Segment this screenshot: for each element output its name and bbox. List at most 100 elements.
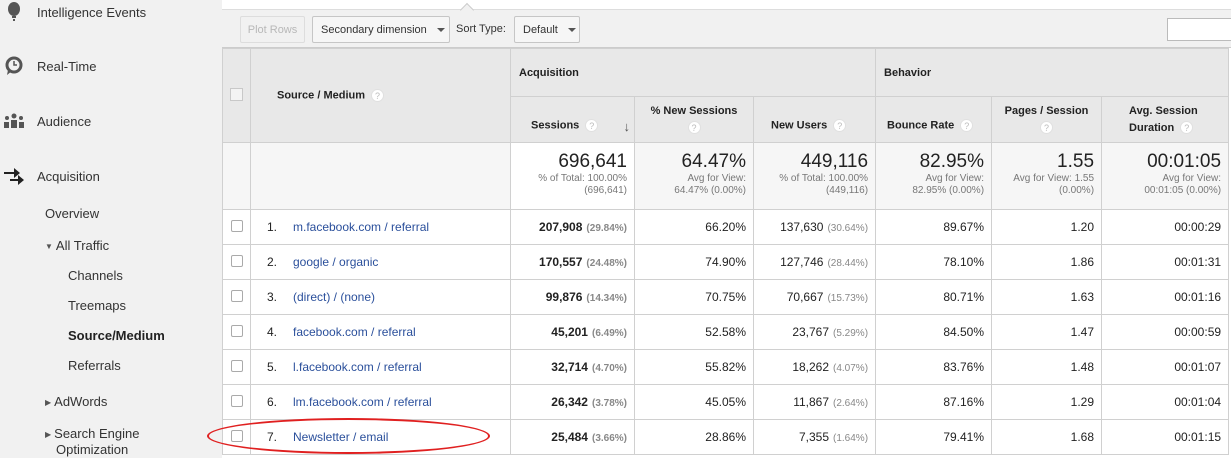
bounce-rate-value: 78.10% bbox=[875, 244, 993, 280]
group-behavior: Behavior bbox=[875, 48, 1230, 97]
new-sessions-value: 45.05% bbox=[634, 384, 754, 420]
pages-session-value: 1.29 bbox=[991, 384, 1103, 420]
sessions-percent: (3.78%) bbox=[591, 398, 627, 409]
triangle-right-icon: ▶ bbox=[45, 430, 52, 440]
col-new-sessions[interactable]: % New Sessions? bbox=[634, 96, 754, 143]
secondary-dimension-dropdown[interactable]: Secondary dimension bbox=[312, 16, 450, 43]
lightbulb-icon bbox=[2, 0, 26, 24]
new-users-value: 18,262 bbox=[792, 360, 830, 374]
source-medium-link[interactable]: (direct) / (none) bbox=[293, 290, 376, 304]
new-users-percent: (5.29%) bbox=[833, 328, 869, 339]
source-medium-link[interactable]: facebook.com / referral bbox=[293, 325, 416, 339]
row-index: 3. bbox=[267, 290, 278, 304]
pages-session-value: 1.48 bbox=[991, 349, 1103, 385]
col-avg-session-duration[interactable]: Avg. Session Duration? bbox=[1101, 96, 1230, 143]
pages-session-value: 1.68 bbox=[991, 419, 1103, 455]
row-checkbox[interactable] bbox=[230, 219, 243, 232]
nav-adwords[interactable]: ▶ AdWords bbox=[45, 394, 108, 409]
help-icon[interactable]: ? bbox=[585, 119, 599, 132]
pages-session-value: 1.47 bbox=[991, 314, 1103, 350]
row-checkbox[interactable] bbox=[230, 254, 243, 267]
people-icon bbox=[2, 109, 26, 133]
dimension-header[interactable]: Source / Medium? bbox=[250, 48, 511, 143]
col-sessions[interactable]: Sessions? ↓ bbox=[510, 96, 635, 143]
triangle-down-icon: ▼ bbox=[45, 242, 53, 252]
table-toolbar: Plot Rows Secondary dimension Sort Type:… bbox=[222, 10, 1231, 48]
arrows-icon bbox=[2, 164, 26, 188]
total-new-sessions: 64.47% Avg for View: 64.47% (0.00%) bbox=[634, 142, 754, 210]
row-checkbox[interactable] bbox=[230, 394, 243, 407]
row-checkbox[interactable] bbox=[230, 289, 243, 302]
new-sessions-value: 70.75% bbox=[634, 279, 754, 315]
new-users-value: 127,746 bbox=[780, 255, 824, 269]
nav-treemaps[interactable]: Treemaps bbox=[68, 298, 127, 313]
new-users-percent: (2.64%) bbox=[833, 398, 869, 409]
table-row: 7. Newsletter / email 25,484 (3.66%) 28.86… bbox=[222, 419, 1230, 455]
col-new-users[interactable]: New Users? bbox=[752, 96, 877, 143]
help-icon[interactable]: ? bbox=[960, 119, 974, 132]
new-users-value: 7,355 bbox=[798, 430, 830, 444]
row-index: 7. bbox=[267, 430, 278, 444]
bounce-rate-value: 84.50% bbox=[875, 314, 993, 350]
select-all-cell bbox=[222, 48, 251, 143]
nav-referrals[interactable]: Referrals bbox=[68, 358, 121, 373]
group-acquisition: Acquisition bbox=[509, 48, 877, 97]
total-new-users: 449,116% of Total: 100.00% (449,116) bbox=[752, 142, 877, 210]
bounce-rate-value: 89.67% bbox=[875, 209, 993, 245]
new-sessions-value: 66.20% bbox=[634, 209, 754, 245]
table-row: 3. (direct) / (none) 99,876 (14.34%) 70.75… bbox=[222, 279, 1230, 315]
source-medium-link[interactable]: l.facebook.com / referral bbox=[293, 360, 422, 374]
sessions-value: 170,557 bbox=[539, 255, 583, 269]
sort-type-label: Sort Type: bbox=[456, 23, 506, 35]
table-row: 5. l.facebook.com / referral 32,714 (4.70%… bbox=[222, 349, 1230, 385]
help-icon[interactable]: ? bbox=[687, 121, 701, 135]
col-bounce-rate[interactable]: Bounce Rate? bbox=[875, 96, 993, 143]
source-medium-link[interactable]: m.facebook.com / referral bbox=[293, 220, 430, 234]
pages-session-value: 1.20 bbox=[991, 209, 1103, 245]
triangle-right-icon: ▶ bbox=[45, 398, 52, 408]
total-avg-duration: 00:01:05 Avg for View: 00:01:05 (0.00%) bbox=[1101, 142, 1230, 210]
pages-session-value: 1.86 bbox=[991, 244, 1103, 280]
report-main: Plot Rows Secondary dimension Sort Type:… bbox=[207, 0, 1231, 458]
table-row: 6. lm.facebook.com / referral 26,342 (3.78… bbox=[222, 384, 1230, 420]
source-medium-link[interactable]: lm.facebook.com / referral bbox=[293, 395, 432, 409]
new-users-percent: (15.73%) bbox=[827, 293, 869, 304]
nav-channels[interactable]: Channels bbox=[68, 268, 123, 283]
avg-duration-value: 00:01:04 bbox=[1101, 384, 1230, 420]
avg-duration-value: 00:01:15 bbox=[1101, 419, 1230, 455]
help-icon[interactable]: ? bbox=[1180, 121, 1194, 135]
sort-type-dropdown[interactable]: Default bbox=[514, 16, 580, 43]
nav-source-medium[interactable]: Source/Medium bbox=[68, 328, 165, 343]
new-sessions-value: 55.82% bbox=[634, 349, 754, 385]
avg-duration-value: 00:01:31 bbox=[1101, 244, 1230, 280]
caret-down-icon bbox=[567, 27, 576, 32]
new-users-percent: (4.07%) bbox=[833, 363, 869, 374]
data-table: Source / Medium? Acquisition Behavior Se… bbox=[222, 48, 1230, 455]
source-medium-link[interactable]: Newsletter / email bbox=[293, 430, 389, 444]
help-icon[interactable]: ? bbox=[371, 89, 385, 102]
row-checkbox[interactable] bbox=[230, 359, 243, 372]
select-all-checkbox[interactable] bbox=[230, 87, 243, 101]
new-users-value: 70,667 bbox=[786, 290, 824, 304]
nav-overview[interactable]: Overview bbox=[45, 206, 100, 221]
nav-all-traffic[interactable]: ▼ All Traffic bbox=[45, 238, 110, 253]
table-search-input[interactable] bbox=[1167, 18, 1231, 41]
source-medium-link[interactable]: google / organic bbox=[293, 255, 379, 269]
nav-search-engine-optimization[interactable]: ▶ Search Engine Optimization bbox=[45, 426, 140, 458]
sessions-value: 26,342 bbox=[551, 395, 588, 409]
row-checkbox[interactable] bbox=[230, 324, 243, 337]
bounce-rate-value: 80.71% bbox=[875, 279, 993, 315]
sessions-value: 207,908 bbox=[539, 220, 583, 234]
new-users-value: 137,630 bbox=[780, 220, 824, 234]
table-row: 1. m.facebook.com / referral 207,908 (29.8… bbox=[222, 209, 1230, 245]
new-sessions-value: 74.90% bbox=[634, 244, 754, 280]
row-checkbox[interactable] bbox=[230, 429, 243, 442]
sort-desc-icon: ↓ bbox=[623, 119, 631, 134]
row-index: 4. bbox=[267, 325, 278, 339]
caret-down-icon bbox=[436, 27, 445, 32]
plot-rows-button[interactable]: Plot Rows bbox=[240, 16, 305, 43]
total-sessions: 696,641% of Total: 100.00% (696,641) bbox=[510, 142, 635, 210]
col-pages-session[interactable]: Pages / Session? bbox=[991, 96, 1103, 143]
help-icon[interactable]: ? bbox=[1040, 121, 1054, 135]
help-icon[interactable]: ? bbox=[833, 119, 847, 132]
